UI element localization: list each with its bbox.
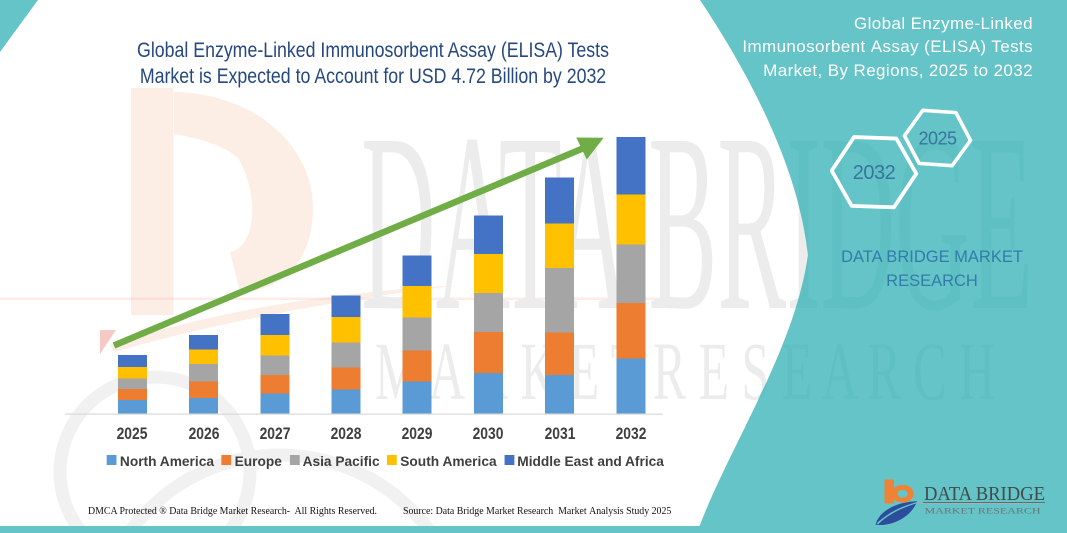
svg-text:MARKET RESEARCH: MARKET RESEARCH: [925, 507, 1041, 516]
svg-text:2025: 2025: [918, 129, 957, 149]
svg-text:DATA BRIDGE: DATA BRIDGE: [924, 483, 1045, 505]
svg-text:2032: 2032: [853, 162, 896, 184]
